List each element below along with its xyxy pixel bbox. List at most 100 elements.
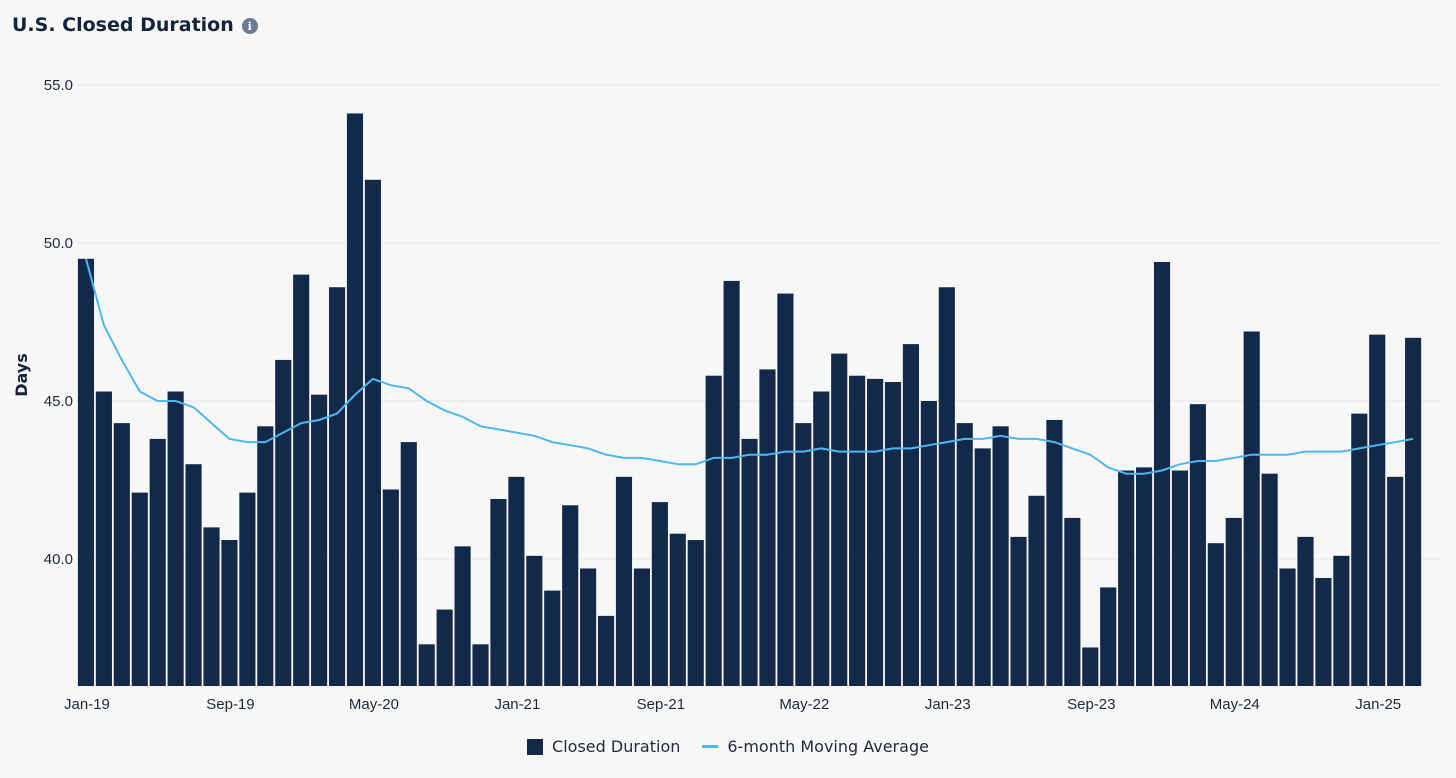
- bar[interactable]: [580, 568, 597, 686]
- bar[interactable]: [849, 375, 866, 686]
- bar[interactable]: [1136, 467, 1153, 686]
- y-tick-label: 55.0: [44, 77, 73, 94]
- bar-line-chart: 55.0 50.0 45.0 40.0 Days Jan-19 Sep-19 May-20…: [12, 77, 1440, 713]
- bar[interactable]: [1279, 568, 1296, 686]
- x-tick-label: Jan-19: [64, 696, 110, 713]
- legend: Closed Duration 6-month Moving Average: [0, 737, 1456, 756]
- bar[interactable]: [1387, 476, 1404, 686]
- bar[interactable]: [1315, 577, 1332, 686]
- bar[interactable]: [1118, 470, 1135, 686]
- bar[interactable]: [920, 401, 937, 686]
- bar[interactable]: [705, 375, 722, 686]
- bar[interactable]: [490, 498, 507, 686]
- bar[interactable]: [418, 644, 435, 686]
- y-axis-label: Days: [12, 353, 31, 397]
- bar[interactable]: [1082, 647, 1099, 686]
- bar[interactable]: [974, 448, 991, 686]
- x-tick-label: Jan-25: [1355, 696, 1401, 713]
- bar[interactable]: [275, 359, 292, 686]
- bar[interactable]: [1189, 404, 1206, 686]
- bar[interactable]: [508, 476, 525, 686]
- chart-header: U.S. Closed Duration i: [12, 14, 258, 36]
- bar[interactable]: [1171, 470, 1189, 686]
- bar[interactable]: [633, 568, 650, 686]
- legend-swatch-bar: [527, 738, 544, 755]
- bar[interactable]: [95, 391, 112, 686]
- bar[interactable]: [1333, 555, 1350, 686]
- y-tick-label: 45.0: [44, 393, 73, 410]
- bar[interactable]: [131, 492, 148, 686]
- moving-average-line[interactable]: [85, 258, 1414, 475]
- bar[interactable]: [867, 378, 884, 686]
- bar[interactable]: [1153, 261, 1171, 686]
- legend-swatch-line: [702, 745, 719, 748]
- bar[interactable]: [1243, 331, 1260, 686]
- x-tick-label: Sep-23: [1067, 696, 1115, 713]
- bar[interactable]: [938, 287, 955, 686]
- bar[interactable]: [257, 426, 274, 686]
- bar[interactable]: [328, 287, 346, 686]
- bar[interactable]: [185, 464, 202, 686]
- bar[interactable]: [221, 540, 238, 686]
- bar[interactable]: [293, 274, 310, 686]
- bar[interactable]: [544, 590, 561, 686]
- bar[interactable]: [813, 391, 830, 686]
- bar[interactable]: [777, 293, 794, 686]
- bar[interactable]: [615, 476, 633, 686]
- info-icon[interactable]: i: [241, 18, 258, 34]
- bar[interactable]: [113, 423, 130, 686]
- bar[interactable]: [1261, 473, 1278, 686]
- bar[interactable]: [400, 442, 417, 686]
- bar[interactable]: [1028, 495, 1045, 686]
- bar[interactable]: [831, 353, 848, 686]
- bar[interactable]: [1225, 517, 1242, 686]
- bar[interactable]: [741, 438, 758, 686]
- bar[interactable]: [149, 438, 166, 686]
- bar[interactable]: [454, 546, 471, 686]
- bar[interactable]: [884, 382, 902, 686]
- bar[interactable]: [436, 609, 453, 686]
- bar[interactable]: [992, 426, 1009, 686]
- x-tick-label: May-20: [349, 696, 399, 713]
- bar[interactable]: [167, 391, 184, 686]
- bar[interactable]: [1351, 413, 1368, 686]
- bar[interactable]: [1369, 334, 1386, 686]
- bar[interactable]: [203, 527, 220, 686]
- bar[interactable]: [651, 502, 668, 686]
- legend-label: 6-month Moving Average: [727, 737, 929, 756]
- bar[interactable]: [382, 489, 399, 686]
- x-tick-label: Jan-23: [925, 696, 971, 713]
- legend-item-moving-average[interactable]: 6-month Moving Average: [702, 737, 929, 756]
- bar[interactable]: [902, 344, 920, 686]
- bar[interactable]: [956, 423, 973, 686]
- bar[interactable]: [1405, 337, 1422, 686]
- bar[interactable]: [1046, 419, 1063, 686]
- x-axis-ticks: Jan-19 Sep-19 May-20 Jan-21 Sep-21 May-22 Jan-…: [64, 696, 1401, 713]
- bar[interactable]: [77, 258, 95, 686]
- bar[interactable]: [1010, 536, 1027, 686]
- chart-title: U.S. Closed Duration: [12, 14, 234, 36]
- x-tick-label: Jan-21: [494, 696, 540, 713]
- x-tick-label: Sep-19: [206, 696, 254, 713]
- bar[interactable]: [723, 280, 740, 686]
- bar[interactable]: [1297, 536, 1314, 686]
- x-tick-label: May-24: [1210, 696, 1260, 713]
- bar[interactable]: [597, 615, 615, 686]
- bar[interactable]: [1064, 517, 1081, 686]
- bar[interactable]: [346, 113, 364, 686]
- bar[interactable]: [311, 394, 328, 686]
- bar[interactable]: [526, 555, 543, 686]
- bar[interactable]: [239, 492, 256, 686]
- legend-item-closed-duration[interactable]: Closed Duration: [527, 737, 680, 756]
- bar[interactable]: [687, 540, 704, 686]
- y-axis-ticks: 55.0 50.0 45.0 40.0: [44, 77, 73, 568]
- bar[interactable]: [669, 533, 686, 686]
- bar[interactable]: [759, 369, 776, 686]
- bar[interactable]: [472, 644, 489, 686]
- bar[interactable]: [795, 423, 812, 686]
- bar[interactable]: [1100, 587, 1117, 686]
- x-tick-label: Sep-21: [637, 696, 685, 713]
- bar[interactable]: [562, 505, 579, 686]
- bar[interactable]: [1207, 543, 1224, 686]
- bar[interactable]: [364, 179, 381, 687]
